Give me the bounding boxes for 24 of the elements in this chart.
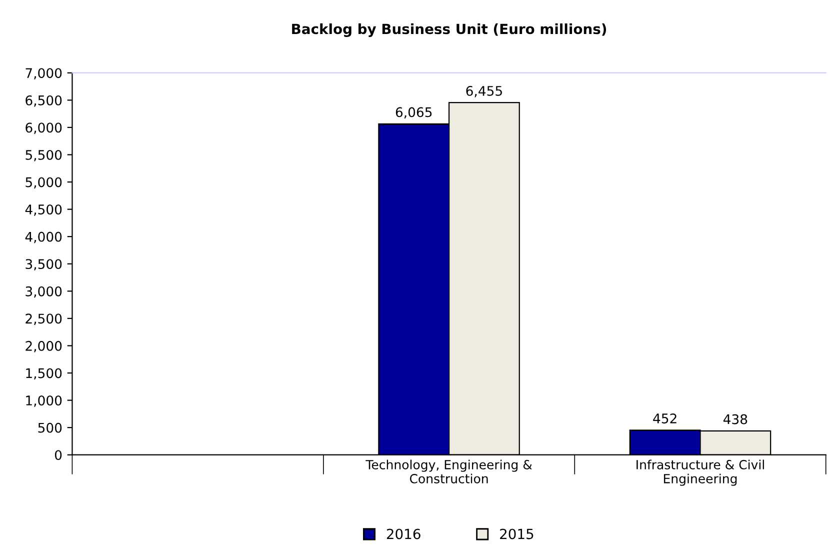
legend-label: 2015 — [500, 528, 534, 540]
y-tick-label: 3,500 — [26, 259, 62, 270]
y-tick-label: 1,000 — [26, 396, 62, 407]
data-label: 452 — [653, 413, 676, 424]
y-tick-label: 500 — [38, 422, 62, 433]
data-label: 6,065 — [396, 107, 432, 119]
data-label: 438 — [723, 414, 748, 424]
y-tick-label: 2,000 — [26, 340, 62, 352]
data-label: 6,455 — [466, 86, 502, 98]
y-tick-label: 7,000 — [26, 68, 62, 80]
y-tick-label: 2,500 — [26, 314, 62, 325]
y-tick-label: 4,500 — [25, 204, 62, 216]
y-tick-label: 5,000 — [26, 177, 62, 189]
y-tick-label: 4,000 — [25, 232, 62, 244]
x-tick-label: Technology, Engineering & Construction — [366, 460, 532, 484]
legend-label: 2016 — [386, 528, 420, 540]
y-tick-label: 5,500 — [26, 150, 62, 162]
chart-title: Backlog by Business Unit (Euro millions) — [292, 23, 606, 37]
y-tick-label: 6,000 — [26, 122, 62, 134]
y-tick-label: 6,500 — [26, 95, 62, 107]
y-tick-label: 3,000 — [26, 286, 62, 298]
y-tick-label: 0 — [54, 450, 62, 460]
x-tick-label: Infrastructure & Civil Engineering — [636, 460, 764, 486]
y-tick-label: 1,500 — [26, 368, 62, 380]
